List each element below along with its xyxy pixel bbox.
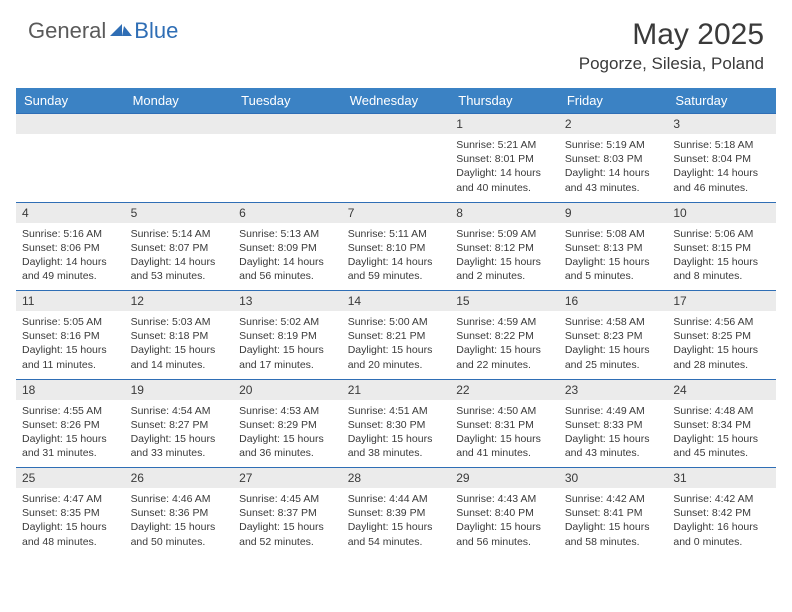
- detail-row: Sunrise: 5:21 AMSunset: 8:01 PMDaylight:…: [16, 134, 776, 202]
- day-number-cell: 1: [450, 114, 559, 135]
- day-detail-cell: Sunrise: 5:06 AMSunset: 8:15 PMDaylight:…: [667, 223, 776, 291]
- day-number-cell: 30: [559, 468, 668, 489]
- day-number-cell: 22: [450, 379, 559, 400]
- daynum-row: 45678910: [16, 202, 776, 223]
- day-number-cell: 16: [559, 291, 668, 312]
- page-header: General Blue May 2025 Pogorze, Silesia, …: [0, 0, 792, 82]
- day-detail-cell: Sunrise: 5:09 AMSunset: 8:12 PMDaylight:…: [450, 223, 559, 291]
- day-detail-cell: Sunrise: 5:11 AMSunset: 8:10 PMDaylight:…: [342, 223, 451, 291]
- day-number-cell: 5: [125, 202, 234, 223]
- weekday-thursday: Thursday: [450, 88, 559, 114]
- day-number-cell: 18: [16, 379, 125, 400]
- day-number-cell: 23: [559, 379, 668, 400]
- day-number-cell: 17: [667, 291, 776, 312]
- day-number-cell: 27: [233, 468, 342, 489]
- detail-row: Sunrise: 5:05 AMSunset: 8:16 PMDaylight:…: [16, 311, 776, 379]
- day-number-cell: 25: [16, 468, 125, 489]
- day-number-cell: 15: [450, 291, 559, 312]
- day-detail-cell: Sunrise: 5:08 AMSunset: 8:13 PMDaylight:…: [559, 223, 668, 291]
- day-detail-cell: Sunrise: 4:42 AMSunset: 8:41 PMDaylight:…: [559, 488, 668, 556]
- day-number-cell: 12: [125, 291, 234, 312]
- day-detail-cell: Sunrise: 5:13 AMSunset: 8:09 PMDaylight:…: [233, 223, 342, 291]
- day-detail-cell: Sunrise: 4:44 AMSunset: 8:39 PMDaylight:…: [342, 488, 451, 556]
- day-detail-cell: Sunrise: 5:14 AMSunset: 8:07 PMDaylight:…: [125, 223, 234, 291]
- brand-logo: General Blue: [28, 18, 178, 44]
- day-detail-cell: Sunrise: 4:59 AMSunset: 8:22 PMDaylight:…: [450, 311, 559, 379]
- day-detail-cell: Sunrise: 4:42 AMSunset: 8:42 PMDaylight:…: [667, 488, 776, 556]
- day-number-cell: 20: [233, 379, 342, 400]
- day-detail-cell: Sunrise: 5:03 AMSunset: 8:18 PMDaylight:…: [125, 311, 234, 379]
- day-detail-cell: Sunrise: 4:56 AMSunset: 8:25 PMDaylight:…: [667, 311, 776, 379]
- brand-text-general: General: [28, 18, 106, 44]
- day-number-cell: 29: [450, 468, 559, 489]
- day-number-cell: 19: [125, 379, 234, 400]
- brand-mark-icon: [110, 20, 132, 43]
- day-detail-cell: [16, 134, 125, 202]
- day-number-cell: 11: [16, 291, 125, 312]
- detail-row: Sunrise: 4:55 AMSunset: 8:26 PMDaylight:…: [16, 400, 776, 468]
- day-number-cell: 24: [667, 379, 776, 400]
- weekday-monday: Monday: [125, 88, 234, 114]
- day-number-cell: 4: [16, 202, 125, 223]
- weekday-tuesday: Tuesday: [233, 88, 342, 114]
- daynum-row: 25262728293031: [16, 468, 776, 489]
- day-number-cell: 14: [342, 291, 451, 312]
- daynum-row: 11121314151617: [16, 291, 776, 312]
- day-detail-cell: [233, 134, 342, 202]
- day-number-cell: 8: [450, 202, 559, 223]
- weekday-saturday: Saturday: [667, 88, 776, 114]
- day-detail-cell: Sunrise: 4:48 AMSunset: 8:34 PMDaylight:…: [667, 400, 776, 468]
- day-number-cell: 2: [559, 114, 668, 135]
- day-detail-cell: [125, 134, 234, 202]
- day-number-cell: [16, 114, 125, 135]
- day-detail-cell: Sunrise: 5:00 AMSunset: 8:21 PMDaylight:…: [342, 311, 451, 379]
- month-title: May 2025: [579, 18, 764, 52]
- daynum-row: 123: [16, 114, 776, 135]
- day-detail-cell: Sunrise: 4:51 AMSunset: 8:30 PMDaylight:…: [342, 400, 451, 468]
- day-number-cell: 9: [559, 202, 668, 223]
- day-detail-cell: Sunrise: 5:18 AMSunset: 8:04 PMDaylight:…: [667, 134, 776, 202]
- day-number-cell: 26: [125, 468, 234, 489]
- day-number-cell: [342, 114, 451, 135]
- day-detail-cell: Sunrise: 5:02 AMSunset: 8:19 PMDaylight:…: [233, 311, 342, 379]
- day-number-cell: 10: [667, 202, 776, 223]
- calendar-table: Sunday Monday Tuesday Wednesday Thursday…: [16, 88, 776, 556]
- brand-text-blue: Blue: [134, 18, 178, 44]
- day-number-cell: 13: [233, 291, 342, 312]
- detail-row: Sunrise: 5:16 AMSunset: 8:06 PMDaylight:…: [16, 223, 776, 291]
- day-detail-cell: Sunrise: 4:53 AMSunset: 8:29 PMDaylight:…: [233, 400, 342, 468]
- day-number-cell: 6: [233, 202, 342, 223]
- day-detail-cell: Sunrise: 5:16 AMSunset: 8:06 PMDaylight:…: [16, 223, 125, 291]
- day-detail-cell: Sunrise: 4:46 AMSunset: 8:36 PMDaylight:…: [125, 488, 234, 556]
- day-detail-cell: Sunrise: 4:43 AMSunset: 8:40 PMDaylight:…: [450, 488, 559, 556]
- day-detail-cell: Sunrise: 4:49 AMSunset: 8:33 PMDaylight:…: [559, 400, 668, 468]
- day-number-cell: 31: [667, 468, 776, 489]
- day-detail-cell: Sunrise: 5:05 AMSunset: 8:16 PMDaylight:…: [16, 311, 125, 379]
- detail-row: Sunrise: 4:47 AMSunset: 8:35 PMDaylight:…: [16, 488, 776, 556]
- day-detail-cell: Sunrise: 4:47 AMSunset: 8:35 PMDaylight:…: [16, 488, 125, 556]
- weekday-wednesday: Wednesday: [342, 88, 451, 114]
- weekday-friday: Friday: [559, 88, 668, 114]
- daynum-row: 18192021222324: [16, 379, 776, 400]
- title-block: May 2025 Pogorze, Silesia, Poland: [579, 18, 764, 74]
- day-detail-cell: Sunrise: 4:54 AMSunset: 8:27 PMDaylight:…: [125, 400, 234, 468]
- weekday-sunday: Sunday: [16, 88, 125, 114]
- weekday-header-row: Sunday Monday Tuesday Wednesday Thursday…: [16, 88, 776, 114]
- day-detail-cell: Sunrise: 4:58 AMSunset: 8:23 PMDaylight:…: [559, 311, 668, 379]
- day-number-cell: [125, 114, 234, 135]
- day-number-cell: 3: [667, 114, 776, 135]
- day-detail-cell: Sunrise: 4:55 AMSunset: 8:26 PMDaylight:…: [16, 400, 125, 468]
- day-detail-cell: Sunrise: 5:19 AMSunset: 8:03 PMDaylight:…: [559, 134, 668, 202]
- day-detail-cell: Sunrise: 4:50 AMSunset: 8:31 PMDaylight:…: [450, 400, 559, 468]
- day-detail-cell: Sunrise: 5:21 AMSunset: 8:01 PMDaylight:…: [450, 134, 559, 202]
- day-number-cell: [233, 114, 342, 135]
- location-subtitle: Pogorze, Silesia, Poland: [579, 54, 764, 74]
- day-detail-cell: Sunrise: 4:45 AMSunset: 8:37 PMDaylight:…: [233, 488, 342, 556]
- day-detail-cell: [342, 134, 451, 202]
- day-number-cell: 7: [342, 202, 451, 223]
- day-number-cell: 21: [342, 379, 451, 400]
- day-number-cell: 28: [342, 468, 451, 489]
